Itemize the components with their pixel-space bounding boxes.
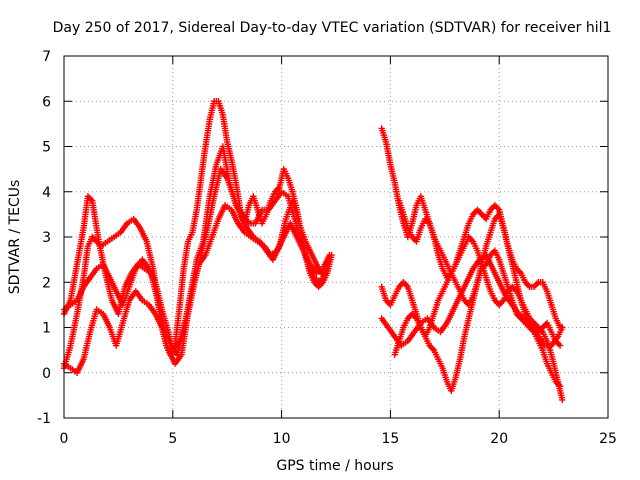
x-axis-label: GPS time / hours bbox=[276, 458, 393, 474]
y-tick-label: 3 bbox=[42, 230, 51, 246]
x-tick-label: 5 bbox=[168, 431, 177, 447]
data-point bbox=[556, 342, 564, 349]
y-tick-label: 5 bbox=[42, 140, 51, 156]
data-points bbox=[60, 98, 566, 404]
series-sat-d bbox=[60, 202, 333, 354]
chart-title: Day 250 of 2017, Sidereal Day-to-day VTE… bbox=[53, 20, 612, 36]
y-tick-label: 1 bbox=[42, 321, 51, 337]
data-point bbox=[326, 251, 333, 259]
y-tick-label: 6 bbox=[42, 94, 51, 110]
grid bbox=[64, 56, 608, 418]
x-tick-label: 0 bbox=[60, 431, 69, 447]
series-sat-i bbox=[395, 197, 564, 349]
tick-labels: -1 0 1 2 3 4 5 6 7 0 5 10 15 20 25 bbox=[37, 49, 617, 447]
y-tick-label: 7 bbox=[42, 49, 51, 65]
y-tick-label: -1 bbox=[37, 411, 51, 427]
x-tick-label: 25 bbox=[599, 431, 617, 447]
plot-frame bbox=[63, 55, 609, 419]
x-tick-label: 10 bbox=[273, 431, 291, 447]
data-point bbox=[321, 274, 329, 281]
y-tick-label: 0 bbox=[42, 366, 51, 382]
data-point bbox=[556, 383, 564, 390]
y-tick-label: 4 bbox=[42, 185, 51, 201]
x-tick-label: 20 bbox=[490, 431, 508, 447]
x-tick-label: 15 bbox=[381, 431, 399, 447]
data-point bbox=[559, 396, 566, 404]
y-tick-label: 2 bbox=[42, 275, 51, 291]
data-point bbox=[559, 324, 566, 331]
y-axis-label: SDTVAR / TECUs bbox=[7, 180, 23, 295]
